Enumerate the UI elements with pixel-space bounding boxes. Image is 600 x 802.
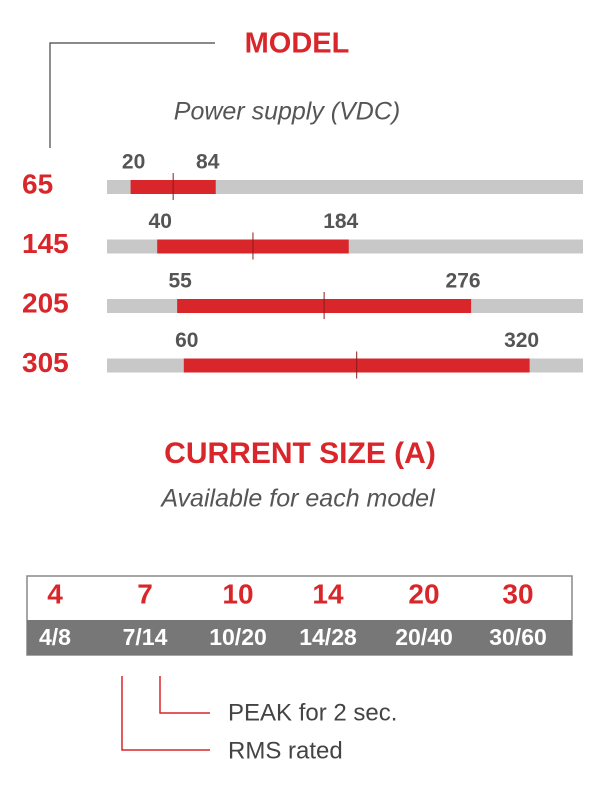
size: 7	[137, 578, 153, 609]
max-label: 320	[504, 329, 539, 352]
model-connector	[49, 42, 215, 148]
max-label: 84	[196, 151, 220, 174]
rating: 10/20	[209, 624, 267, 650]
model-label: 305	[22, 347, 69, 378]
size: 14	[312, 578, 344, 609]
min-label: 20	[122, 151, 145, 174]
rating: 14/28	[299, 624, 357, 650]
peak-connector	[159, 676, 210, 714]
model-label: 205	[22, 287, 69, 318]
min-label: 55	[168, 270, 192, 293]
min-label: 60	[175, 329, 198, 352]
model-title: MODEL	[245, 28, 350, 60]
current-title: CURRENT SIZE (A)	[164, 437, 436, 470]
max-label: 276	[446, 270, 481, 293]
rating-row	[27, 620, 572, 655]
size: 4	[47, 578, 63, 609]
size: 30	[502, 578, 533, 609]
model-rows: 65 20 84 145 40 184 205 55 276 305 60 320	[22, 151, 583, 379]
rating: 30/60	[489, 624, 547, 650]
track	[107, 180, 583, 194]
rating: 4/8	[39, 624, 71, 650]
min-label: 40	[149, 210, 172, 233]
model-subtitle: Power supply (VDC)	[174, 98, 400, 126]
rating: 7/14	[123, 624, 168, 650]
current-subtitle: Available for each model	[159, 485, 436, 513]
peak-label: PEAK for 2 sec.	[228, 699, 397, 726]
rms-connector	[121, 676, 210, 751]
table-cells: 4 7 10 14 20 30 4/8 7/14 10/20 14/28 20/40 30/60	[39, 578, 547, 650]
size: 10	[222, 578, 253, 609]
model-label: 65	[22, 168, 53, 199]
rating: 20/40	[395, 624, 453, 650]
model-label: 145	[22, 228, 69, 259]
max-label: 184	[323, 210, 358, 233]
rms-label: RMS rated	[228, 737, 343, 764]
size: 20	[408, 578, 439, 609]
